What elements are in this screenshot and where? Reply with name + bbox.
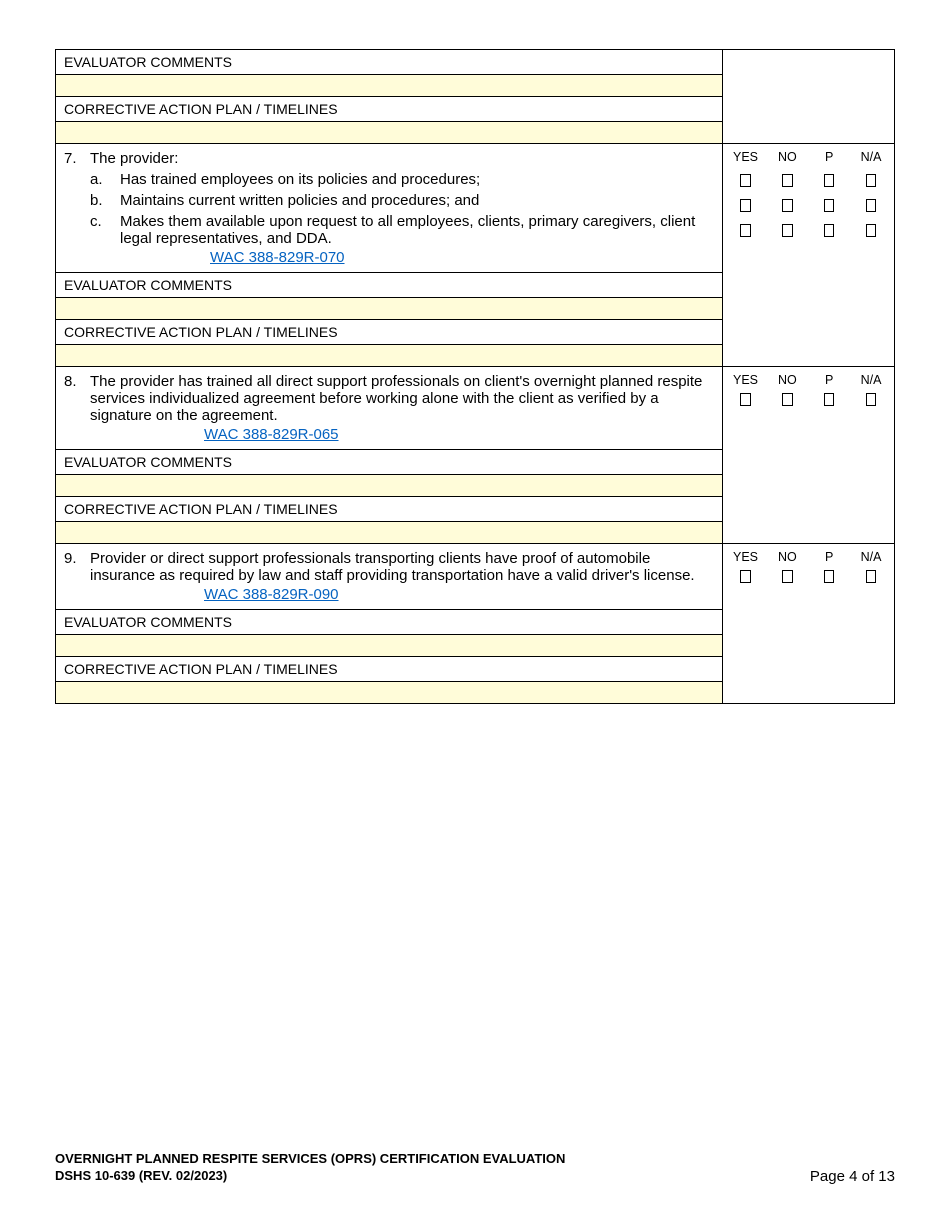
q7a-text: Has trained employees on its policies an… [120,171,714,188]
q7a-check-row [723,170,894,189]
col-p: P [808,373,850,387]
q9-no-checkbox[interactable] [782,570,792,583]
question-7-row: 7. The provider: a. Has trained employee… [56,144,895,273]
q9-text: Provider or direct support professionals… [90,550,695,584]
q7a-no-checkbox[interactable] [782,174,792,187]
q7a-p-checkbox[interactable] [824,174,834,187]
q9-evaluator-comments-field[interactable] [56,634,722,656]
q9-check-row [723,566,894,585]
right-blank-top [722,50,894,144]
corrective-action-label: CORRECTIVE ACTION PLAN / TIMELINES [56,320,722,344]
col-no: NO [766,550,808,564]
q9-wac-link[interactable]: WAC 388-829R-090 [204,586,339,603]
col-p: P [808,150,850,164]
q8-number: 8. [64,373,90,443]
evaluator-comments-label: EVALUATOR COMMENTS [56,450,722,474]
q8-no-checkbox[interactable] [782,393,792,406]
q7c-yes-checkbox[interactable] [740,224,750,237]
evaluator-comments-label: EVALUATOR COMMENTS [56,50,722,74]
form-page: EVALUATOR COMMENTS CORRECTIVE ACTION PLA… [0,0,950,1230]
q8-text: The provider has trained all direct supp… [90,373,702,424]
q9-checkbox-cell: YES NO P N/A [722,544,894,704]
question-9-row: 9. Provider or direct support profession… [56,544,895,610]
q9-number: 9. [64,550,90,603]
q7-checkbox-cell: YES NO P N/A [722,144,894,367]
q7b-letter: b. [90,192,120,209]
page-footer: OVERNIGHT PLANNED RESPITE SERVICES (OPRS… [55,1150,895,1185]
q7-wac-link[interactable]: WAC 388-829R-070 [210,249,345,266]
corrective-action-label: CORRECTIVE ACTION PLAN / TIMELINES [56,657,722,681]
q7b-yes-checkbox[interactable] [740,199,750,212]
eval-comments-row-top: EVALUATOR COMMENTS [56,50,895,97]
q8-corrective-action-field[interactable] [56,521,722,543]
col-yes: YES [725,550,767,564]
q7a-na-checkbox[interactable] [866,174,876,187]
q7-intro: The provider: [90,150,714,167]
q7b-check-row [723,195,894,214]
footer-form-id: DSHS 10-639 (REV. 02/2023) [55,1167,565,1185]
q8-yes-checkbox[interactable] [740,393,750,406]
corrective-action-field[interactable] [56,121,722,143]
q7c-check-row [723,220,894,239]
q7a-letter: a. [90,171,120,188]
q7-evaluator-comments-field[interactable] [56,297,722,319]
q7c-letter: c. [90,213,120,247]
col-na: N/A [850,373,892,387]
q7b-text: Maintains current written policies and p… [120,192,714,209]
q9-p-checkbox[interactable] [824,570,834,583]
evaluator-comments-label: EVALUATOR COMMENTS [56,273,722,297]
q8-p-checkbox[interactable] [824,393,834,406]
q7-number: 7. [64,150,90,266]
evaluation-table: EVALUATOR COMMENTS CORRECTIVE ACTION PLA… [55,49,895,704]
q7b-p-checkbox[interactable] [824,199,834,212]
q7c-no-checkbox[interactable] [782,224,792,237]
q8-check-row [723,389,894,408]
evaluator-comments-field[interactable] [56,74,722,96]
q7a-yes-checkbox[interactable] [740,174,750,187]
corrective-action-label: CORRECTIVE ACTION PLAN / TIMELINES [56,497,722,521]
col-no: NO [766,373,808,387]
q9-na-checkbox[interactable] [866,570,876,583]
col-yes: YES [725,150,767,164]
col-yes: YES [725,373,767,387]
question-8-row: 8. The provider has trained all direct s… [56,367,895,450]
q7c-na-checkbox[interactable] [866,224,876,237]
q7b-na-checkbox[interactable] [866,199,876,212]
corrective-action-label: CORRECTIVE ACTION PLAN / TIMELINES [56,97,722,121]
footer-page-number: Page 4 of 13 [810,1168,895,1185]
q7b-no-checkbox[interactable] [782,199,792,212]
col-no: NO [766,150,808,164]
q8-checkbox-cell: YES NO P N/A [722,367,894,544]
q9-yes-checkbox[interactable] [740,570,750,583]
q8-na-checkbox[interactable] [866,393,876,406]
q8-wac-link[interactable]: WAC 388-829R-065 [204,426,339,443]
col-p: P [808,550,850,564]
q7c-p-checkbox[interactable] [824,224,834,237]
col-na: N/A [850,550,892,564]
footer-title: OVERNIGHT PLANNED RESPITE SERVICES (OPRS… [55,1150,565,1168]
evaluator-comments-label: EVALUATOR COMMENTS [56,610,722,634]
q9-corrective-action-field[interactable] [56,681,722,703]
q8-evaluator-comments-field[interactable] [56,474,722,496]
q7-corrective-action-field[interactable] [56,344,722,366]
q7c-text: Makes them available upon request to all… [120,213,714,247]
col-na: N/A [850,150,892,164]
